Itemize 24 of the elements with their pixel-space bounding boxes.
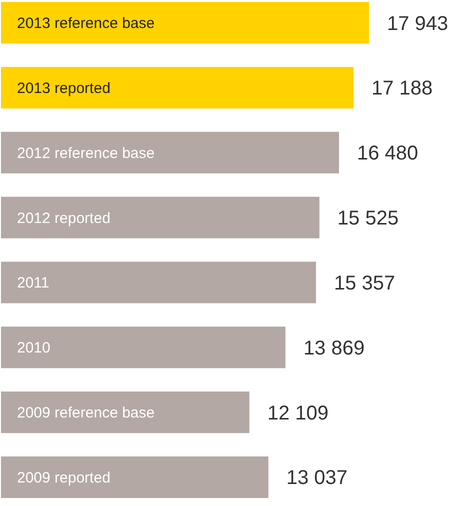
y-tick-label: 2009 reported (17, 469, 110, 486)
y-tick-label: 2010 (17, 340, 50, 357)
bar (1, 326, 286, 368)
y-tick-label: 2009 reference base (17, 404, 155, 422)
y-tick-label: 2012 reported (17, 210, 110, 227)
y-tick-label: 2013 reported (17, 80, 110, 97)
bar (1, 132, 339, 174)
y-tick-label: 2013 reference base (17, 15, 155, 32)
bar (1, 392, 250, 434)
y-tick-label: 2012 reference base (17, 144, 155, 162)
data-label: 15 357 (334, 272, 396, 294)
data-label: 13 869 (303, 337, 365, 360)
bar (1, 2, 369, 44)
y-tick-label: 2011 (17, 274, 50, 292)
data-label: 17 188 (372, 78, 433, 100)
data-label: 17 943 (387, 12, 448, 35)
bar (1, 66, 354, 108)
data-label: 13 037 (286, 467, 348, 490)
bar (1, 262, 316, 304)
bar (1, 196, 320, 238)
data-label: 15 525 (337, 208, 399, 230)
data-label: 16 480 (356, 142, 418, 165)
data-label: 12 109 (267, 402, 329, 424)
bar (1, 456, 268, 498)
